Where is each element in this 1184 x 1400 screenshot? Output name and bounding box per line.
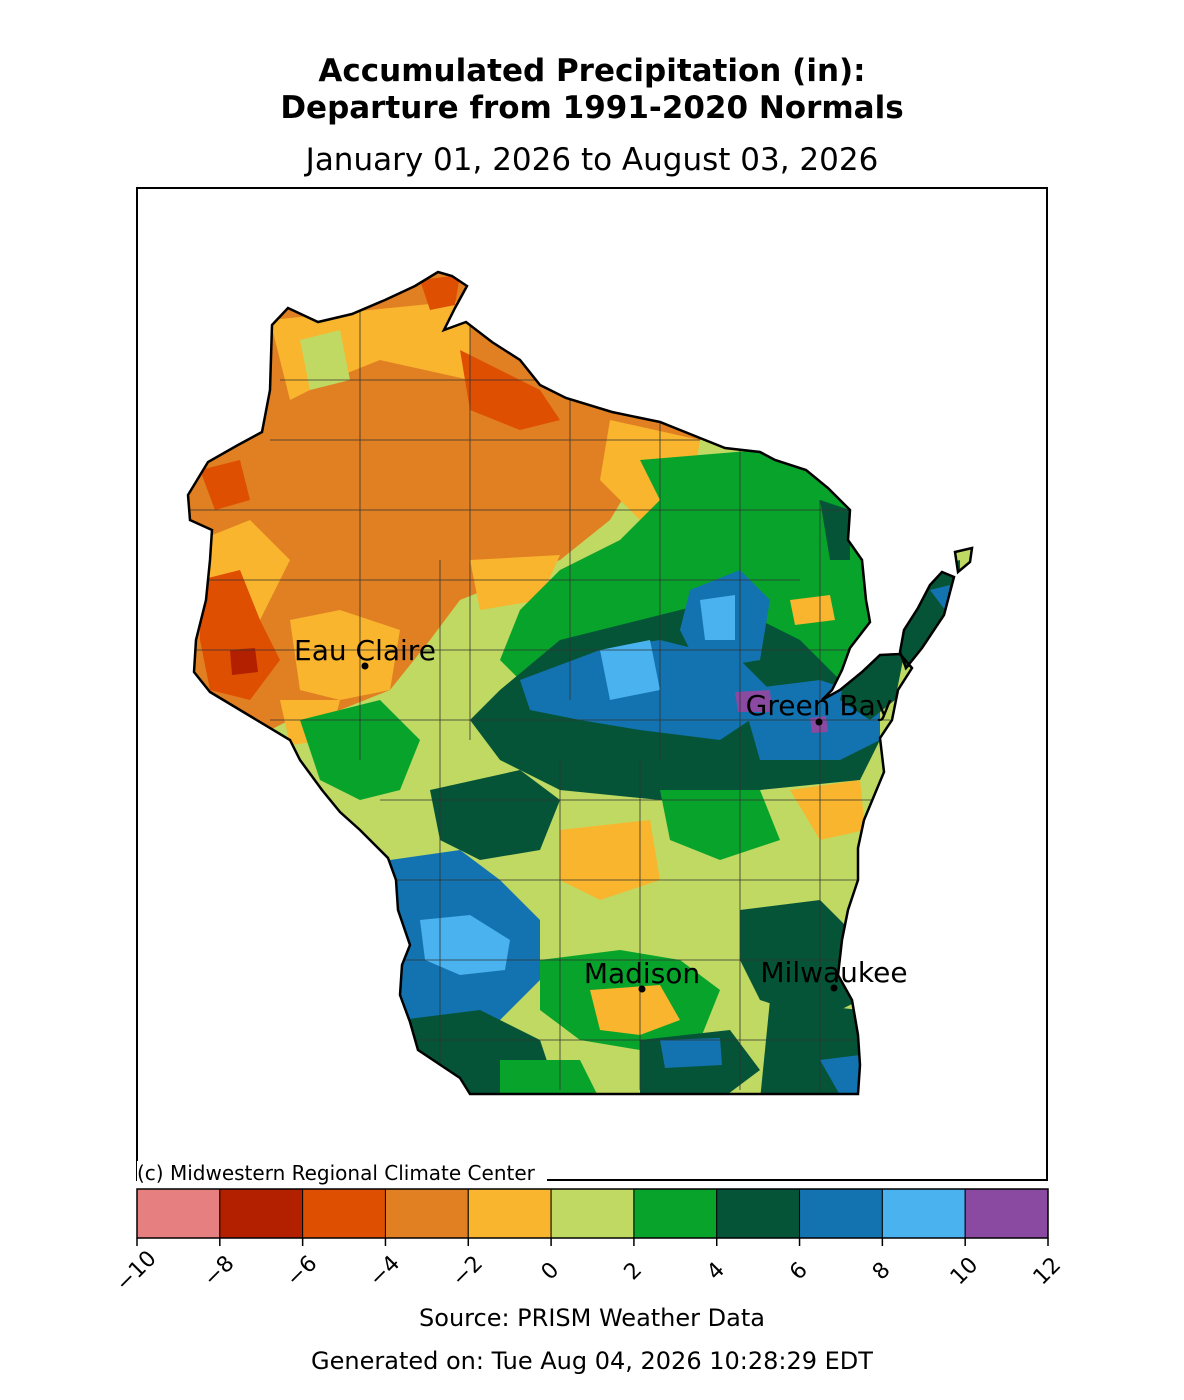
colorbar-tick-label: −8 — [199, 1251, 240, 1292]
colorbar-bin-5 — [550, 1188, 635, 1239]
map-title-line1: Accumulated Precipitation (in): — [318, 53, 866, 89]
colorbar-bin-0 — [136, 1188, 221, 1239]
source-text: Source: PRISM Weather Data — [419, 1304, 765, 1332]
colorbar — [136, 1188, 1049, 1239]
colorbar-tick-label: −6 — [282, 1251, 323, 1292]
colorbar-frame — [136, 1188, 1049, 1239]
colorbar-bin-8 — [799, 1188, 883, 1239]
eau-claire-marker — [361, 662, 369, 670]
colorbar-bin-1 — [219, 1188, 304, 1239]
colorbar-bin-3 — [384, 1188, 469, 1239]
colorbar-tick-label: −10 — [111, 1246, 162, 1297]
colorbar-bin-7 — [716, 1188, 801, 1239]
generated-timestamp: Generated on: Tue Aug 04, 2026 10:28:29 … — [311, 1347, 873, 1375]
colorbar-bin-6 — [633, 1188, 718, 1239]
colorbar-tick-label: 6 — [785, 1258, 813, 1286]
green-bay-marker — [815, 718, 823, 726]
colorbar-tick-label: 2 — [620, 1258, 648, 1286]
colorbar-tick-label: 12 — [1029, 1253, 1066, 1290]
colorbar-ticks: −10 −8 −6 −4 −2 0 2 4 6 8 10 12 — [111, 1238, 1066, 1297]
madison-marker — [638, 985, 646, 993]
colorbar-tick-label: 8 — [868, 1258, 896, 1286]
colorbar-bin-4 — [467, 1188, 552, 1239]
colorbar-tick-label: −4 — [365, 1251, 406, 1292]
colorbar-tick-label: −2 — [447, 1251, 488, 1292]
colorbar-bin-9 — [881, 1188, 966, 1239]
copyright-text: (c) Midwestern Regional Climate Center — [137, 1161, 547, 1185]
eau-claire-label: Eau Claire — [294, 634, 436, 667]
milwaukee-label: Milwaukee — [760, 956, 907, 989]
map-frame — [136, 187, 1048, 1181]
county-lines — [190, 300, 890, 1090]
colorbar-bin-2 — [302, 1188, 386, 1239]
precipitation-fill — [188, 272, 972, 1094]
colorbar-bin-10 — [964, 1188, 1049, 1239]
colorbar-tick-label: 0 — [537, 1258, 565, 1286]
madison-label: Madison — [584, 957, 700, 990]
colorbar-tick-label: 4 — [702, 1258, 730, 1286]
milwaukee-marker — [830, 984, 838, 992]
date-range-subtitle: January 01, 2026 to August 03, 2026 — [305, 142, 879, 178]
map-title-line2: Departure from 1991-2020 Normals — [280, 90, 904, 126]
colorbar-tick-label: 10 — [946, 1253, 983, 1290]
green-bay-label: Green Bay — [746, 689, 893, 722]
